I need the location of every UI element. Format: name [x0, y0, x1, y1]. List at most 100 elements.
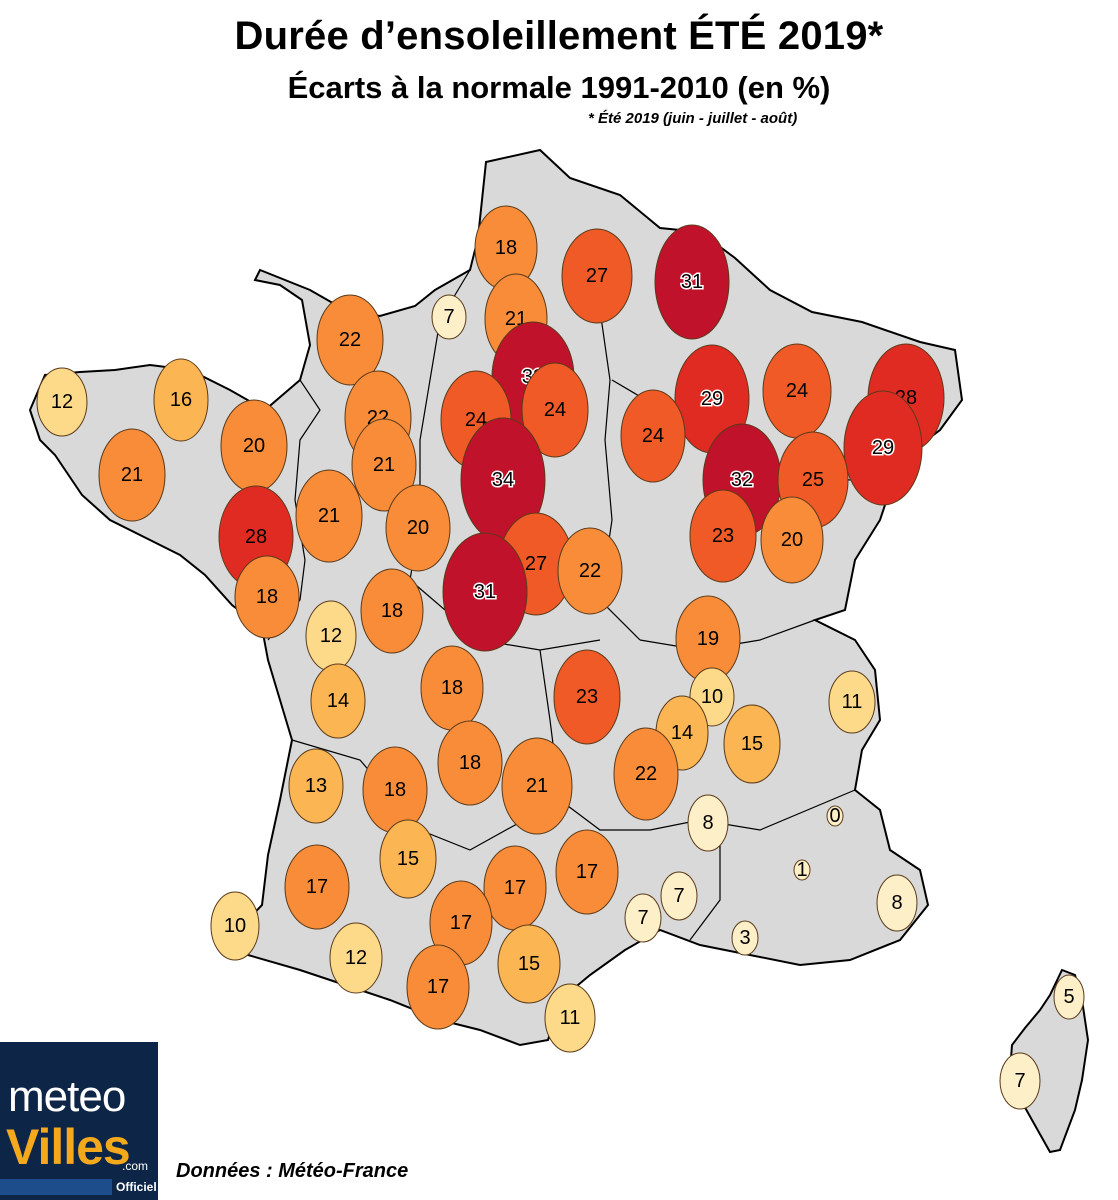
- station-bubble: [760, 496, 824, 584]
- station-value: 8: [702, 812, 713, 834]
- station-value: 21: [373, 454, 395, 476]
- station-value: 32: [731, 469, 753, 491]
- station-bubble: [1053, 974, 1085, 1020]
- logo-bar: [0, 1179, 112, 1195]
- station-marker: 15: [379, 819, 437, 899]
- station-marker: 7: [624, 893, 662, 943]
- station-value: 34: [492, 469, 514, 491]
- station-value: 14: [327, 690, 349, 712]
- station-value: 31: [681, 271, 703, 293]
- station-bubble: [620, 389, 686, 483]
- station-bubble: [210, 891, 260, 961]
- station-marker: 20: [760, 496, 824, 584]
- station-bubble: [379, 819, 437, 899]
- station-bubble: [234, 555, 300, 639]
- station-marker: 16: [153, 358, 209, 442]
- station-bubble: [284, 844, 350, 930]
- station-marker: 11: [828, 670, 876, 734]
- station-value: 17: [427, 976, 449, 998]
- station-value: 18: [441, 677, 463, 699]
- station-value: 7: [673, 885, 684, 907]
- station-bubble: [310, 663, 366, 739]
- station-marker: 7: [431, 294, 467, 340]
- meteovilles-logo[interactable]: meteo Villes .com Officiel: [0, 1042, 158, 1200]
- station-bubble: [501, 737, 573, 835]
- station-value: 17: [306, 876, 328, 898]
- station-marker: 10: [210, 891, 260, 961]
- station-value: 18: [459, 752, 481, 774]
- station-bubble: [288, 748, 344, 824]
- station-value: 11: [560, 1007, 581, 1029]
- station-bubble: [431, 294, 467, 340]
- map-subtitle: Écarts à la normale 1991-2010 (en %): [287, 70, 831, 105]
- station-value: 13: [305, 775, 327, 797]
- region-border: [689, 820, 721, 941]
- station-bubble: [437, 720, 503, 806]
- station-value: 17: [576, 861, 598, 883]
- station-value: 5: [1063, 986, 1074, 1008]
- station-value: 7: [443, 306, 454, 328]
- station-marker: 22: [557, 527, 623, 615]
- station-marker: 22: [316, 294, 384, 386]
- station-marker: 15: [497, 924, 561, 1004]
- station-bubble: [826, 805, 844, 827]
- station-bubble: [36, 367, 88, 437]
- station-value: 8: [891, 892, 902, 914]
- station-marker: 21: [98, 428, 166, 522]
- station-marker: 21: [295, 469, 363, 563]
- station-value: 20: [407, 517, 429, 539]
- station-marker: 31: [654, 224, 730, 340]
- station-value: 7: [637, 907, 648, 929]
- station-value: 24: [465, 409, 487, 431]
- station-value: 23: [712, 525, 734, 547]
- station-marker: 17: [406, 944, 470, 1030]
- station-value: 22: [635, 763, 657, 785]
- station-value: 22: [579, 560, 601, 582]
- station-value: 0: [829, 805, 840, 827]
- station-bubble: [613, 727, 679, 821]
- station-bubble: [555, 829, 619, 915]
- station-bubble: [553, 649, 621, 745]
- station-value: 15: [741, 733, 763, 755]
- station-marker: 23: [553, 649, 621, 745]
- station-bubble: [687, 794, 729, 852]
- station-value: 20: [243, 435, 265, 457]
- station-value: 23: [576, 686, 598, 708]
- station-value: 11: [842, 691, 863, 713]
- station-value: 15: [518, 953, 540, 975]
- station-value: 31: [474, 581, 496, 603]
- station-marker: 1: [793, 859, 811, 881]
- station-marker: 17: [284, 844, 350, 930]
- station-marker: 15: [723, 704, 781, 784]
- station-value: 16: [170, 389, 192, 411]
- station-value: 14: [671, 722, 693, 744]
- station-marker: 8: [687, 794, 729, 852]
- station-value: 27: [525, 553, 547, 575]
- station-bubble: [624, 893, 662, 943]
- map-title: Durée d’ensoleillement ÉTÉ 2019*: [234, 14, 884, 58]
- station-marker: 31: [442, 532, 528, 652]
- station-value: 17: [504, 877, 526, 899]
- station-value: 24: [786, 380, 808, 402]
- station-marker: 23: [689, 489, 757, 583]
- station-value: 22: [339, 329, 361, 351]
- station-marker: 21: [501, 737, 573, 835]
- station-marker: 7: [660, 871, 698, 921]
- station-marker: 14: [310, 663, 366, 739]
- station-marker: 24: [620, 389, 686, 483]
- region-border: [539, 649, 856, 831]
- station-marker: 11: [544, 983, 596, 1053]
- station-value: 27: [586, 265, 608, 287]
- station-marker: 24: [762, 343, 832, 439]
- station-bubble: [295, 469, 363, 563]
- station-marker: 12: [305, 600, 357, 672]
- station-bubble: [497, 924, 561, 1004]
- station-value: 20: [781, 529, 803, 551]
- station-value: 18: [384, 779, 406, 801]
- station-value: 10: [701, 686, 723, 708]
- station-value: 7: [1014, 1070, 1025, 1092]
- station-value: 12: [345, 947, 367, 969]
- station-marker: 29: [843, 390, 923, 506]
- station-marker: 34: [460, 417, 546, 543]
